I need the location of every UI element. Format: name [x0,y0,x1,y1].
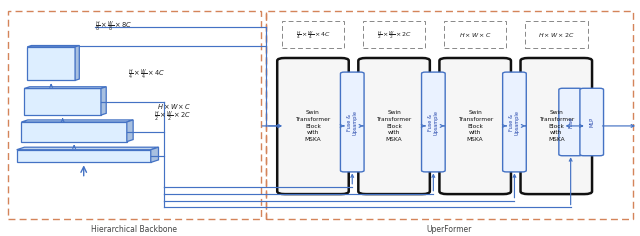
Text: $\frac{H}{2}\times\frac{W}{2}\times2C$: $\frac{H}{2}\times\frac{W}{2}\times2C$ [154,110,191,124]
Text: UperFormer: UperFormer [427,225,472,234]
Polygon shape [17,150,151,162]
Text: $\frac{H}{8}\times\frac{W}{8}\times8C$: $\frac{H}{8}\times\frac{W}{8}\times8C$ [95,20,132,34]
Text: $\frac{H}{2}\times\frac{W}{2}\times2C$: $\frac{H}{2}\times\frac{W}{2}\times2C$ [377,29,412,41]
Text: Swin
Transformer
Block
with
MSKA: Swin Transformer Block with MSKA [458,110,493,142]
Text: $\frac{H}{4}\times\frac{W}{4}\times4C$: $\frac{H}{4}\times\frac{W}{4}\times4C$ [129,67,165,82]
Text: Hierarchical Backbone: Hierarchical Backbone [92,225,177,234]
Text: Swin
Transformer
Block
with
MSKA: Swin Transformer Block with MSKA [539,110,574,142]
Polygon shape [101,87,106,115]
Polygon shape [24,88,101,115]
Polygon shape [127,120,133,142]
Text: $\frac{H}{4}\times\frac{W}{4}\times4C$: $\frac{H}{4}\times\frac{W}{4}\times4C$ [296,29,330,41]
Polygon shape [75,46,79,80]
FancyBboxPatch shape [559,88,582,156]
Polygon shape [22,122,127,142]
FancyBboxPatch shape [358,58,430,194]
Text: $H\times W\times C$: $H\times W\times C$ [157,102,191,111]
Polygon shape [27,47,75,80]
FancyBboxPatch shape [340,72,364,172]
Polygon shape [24,87,106,88]
FancyBboxPatch shape [277,58,349,194]
Text: MLP: MLP [589,117,594,127]
Text: $H\times W\times C$: $H\times W\times C$ [459,31,492,39]
Polygon shape [22,120,133,122]
Polygon shape [27,46,79,47]
FancyBboxPatch shape [580,88,604,156]
Text: Swin
Transformer
Block
with
MSKA: Swin Transformer Block with MSKA [295,110,331,142]
FancyBboxPatch shape [502,72,526,172]
FancyBboxPatch shape [520,58,592,194]
Polygon shape [151,147,159,162]
Text: Fuse: Fuse [568,116,573,128]
Text: Swin
Transformer
Block
with
MSKA: Swin Transformer Block with MSKA [376,110,412,142]
Text: Fuse &
Upsample: Fuse & Upsample [347,110,358,135]
FancyBboxPatch shape [440,58,511,194]
Text: Fuse &
Upsample: Fuse & Upsample [509,110,520,135]
FancyBboxPatch shape [422,72,445,172]
Polygon shape [17,147,159,150]
Text: Fuse &
Upsample: Fuse & Upsample [428,110,439,135]
Text: $H\times W\times2C$: $H\times W\times2C$ [538,31,575,39]
